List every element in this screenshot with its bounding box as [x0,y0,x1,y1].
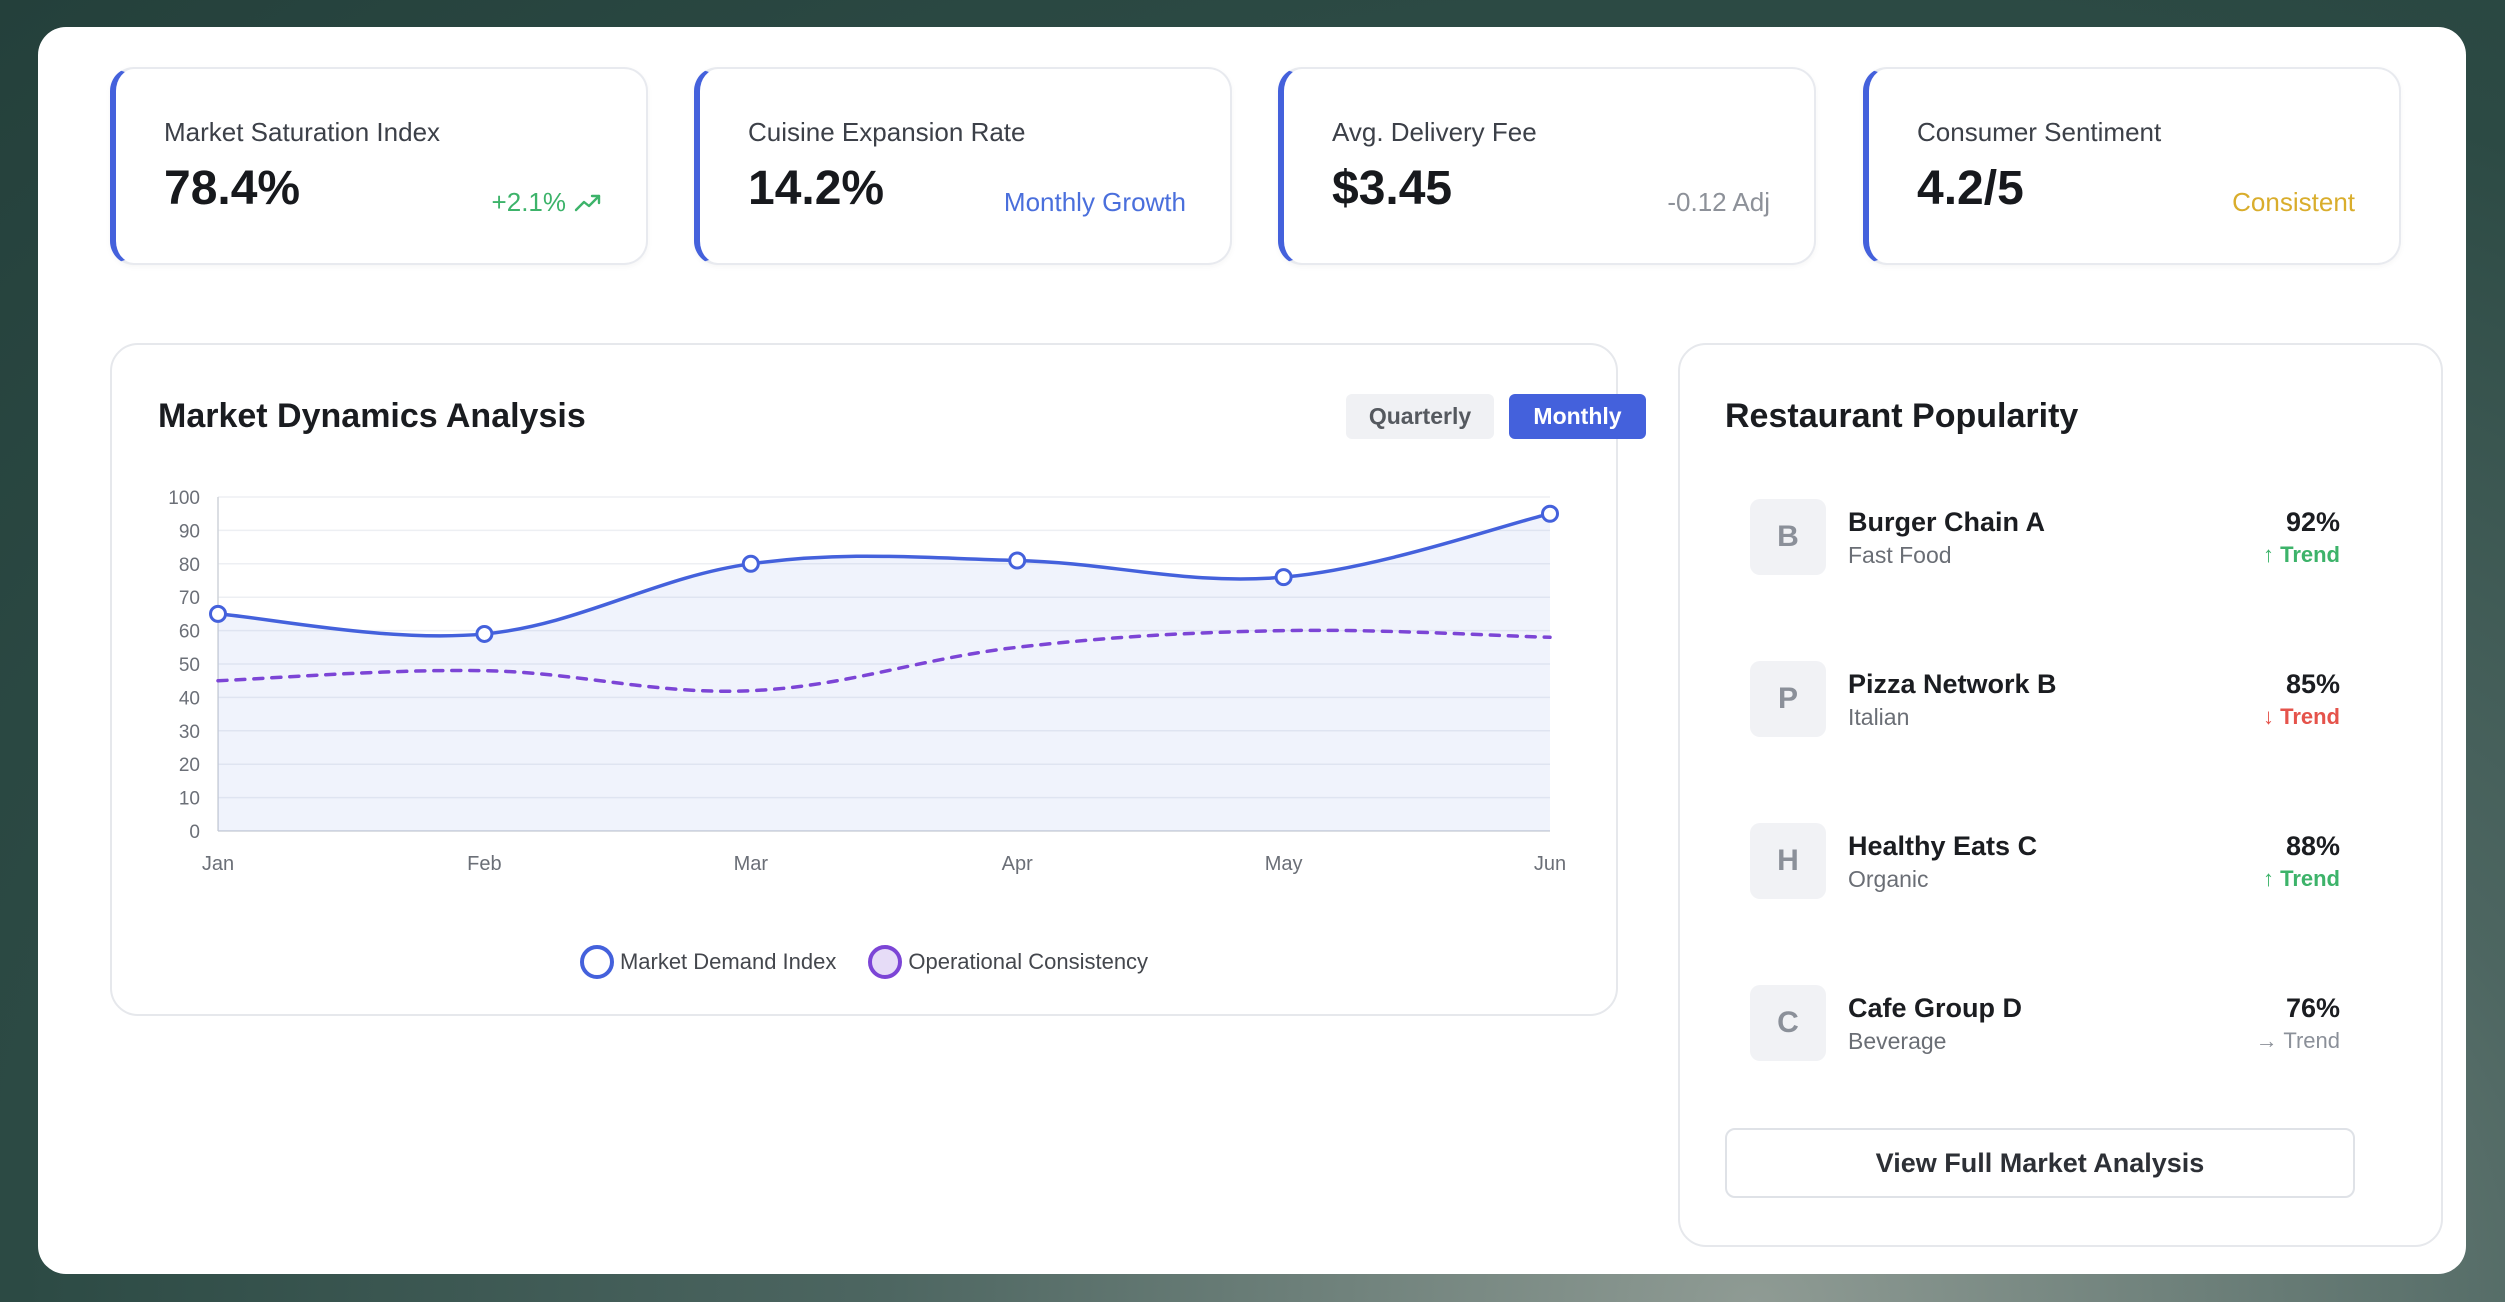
market-dynamics-chart: 0 10 20 30 40 50 60 70 80 90 100 Jan Feb Mar Apr May Jun [168,488,1566,875]
y-tick-label: 100 [168,488,200,509]
list-item[interactable]: B Burger Chain A Fast Food 92% ↑ Trend [1750,499,2340,579]
dashboard-panel: Market Saturation Index 78.4% +2.1% Cuis… [38,27,2466,1274]
x-tick-label: Apr [1002,853,1033,875]
series-line-0 [216,511,1552,638]
y-tick-label: 50 [179,655,200,676]
data-point [741,554,760,573]
kpi-value: 4.2/5 [1917,162,2024,215]
y-tick-label: 0 [189,822,200,843]
market-dynamics-card: Market Dynamics Analysis Quarterly Month… [110,343,1646,1016]
legend-item-market-demand[interactable]: Market Demand Index [579,945,837,979]
y-tick-label: 80 [179,555,200,576]
data-point [209,604,227,623]
data-point [1274,568,1293,587]
chart-legend: Market Demand Index Operational Consiste… [112,945,1616,979]
y-tick-label: 70 [179,588,200,609]
kpi-change-text: +2.1% [491,187,566,217]
legend-label: Operational Consistency [908,949,1149,974]
restaurant-percent: 76% [2285,993,2340,1023]
quarterly-toggle[interactable]: Quarterly [1346,394,1494,439]
trend-up-icon [574,194,601,211]
restaurant-name: Healthy Eats C [1848,831,2038,861]
legend-item-operational-consistency[interactable]: Operational Consistency [868,945,1148,979]
list-item[interactable]: P Pizza Network B Italian 85% ↓ Trend [1750,661,2340,741]
kpi-note: Consistent [2232,187,2355,217]
restaurant-name: Cafe Group D [1848,993,2023,1023]
data-point [475,624,494,643]
avatar: C [1750,985,1826,1061]
trend-indicator: ↑ Trend [2262,542,2340,567]
kpi-note: -0.12 Adj [1667,187,1770,217]
restaurant-category: Italian [1848,704,1910,730]
x-tick-label: Jun [1534,853,1566,875]
legend-swatch [579,945,614,979]
kpi-change: +2.1% [492,187,602,218]
x-tick-label: Jan [202,853,234,875]
y-tick-label: 60 [179,622,200,643]
avatar: B [1750,499,1826,575]
list-item[interactable]: H Healthy Eats C Organic 88% ↑ Trend [1750,823,2340,903]
kpi-label: Consumer Sentiment [1917,117,2162,147]
trend-indicator: ↑ Trend [2262,866,2340,891]
chart-card-title: Market Dynamics Analysis [158,397,586,435]
kpi-note: Monthly Growth [1003,187,1186,217]
monthly-toggle[interactable]: Monthly [1509,394,1646,439]
x-tick-label: Feb [467,853,501,875]
x-tick-label: May [1265,853,1303,875]
y-tick-label: 20 [179,755,200,776]
popularity-title: Restaurant Popularity [1725,397,2079,435]
y-tick-label: 30 [179,722,200,743]
kpi-label: Market Saturation Index [164,117,441,147]
restaurant-category: Fast Food [1848,542,1952,568]
restaurant-name: Burger Chain A [1848,507,2046,537]
trend-indicator: → Trend [2255,1028,2340,1053]
kpi-card-cuisine-expansion: Cuisine Expansion Rate 14.2% Monthly Gro… [694,67,1232,265]
legend-label: Market Demand Index [619,949,837,974]
restaurant-name: Pizza Network B [1848,669,2057,699]
data-point [1008,551,1027,570]
restaurant-popularity-card: Restaurant Popularity B Burger Chain A F… [1678,343,2443,1247]
restaurant-percent: 85% [2285,669,2340,699]
avatar: H [1750,823,1826,899]
kpi-card-consumer-sentiment: Consumer Sentiment 4.2/5 Consistent [1863,67,2401,265]
kpi-value: 14.2% [748,162,885,215]
restaurant-category: Beverage [1848,1028,1947,1054]
legend-swatch [868,945,903,979]
kpi-value: 78.4% [164,162,301,215]
y-tick-label: 40 [179,688,200,709]
kpi-value: $3.45 [1332,162,1453,215]
y-tick-label: 10 [179,789,200,810]
trend-indicator: ↓ Trend [2262,704,2340,729]
restaurant-percent: 88% [2285,831,2340,861]
y-tick-label: 90 [179,521,200,542]
x-tick-label: Mar [734,853,769,875]
kpi-card-delivery-fee: Avg. Delivery Fee $3.45 -0.12 Adj [1278,67,1816,265]
kpi-label: Cuisine Expansion Rate [748,117,1026,147]
avatar: P [1750,661,1826,737]
restaurant-category: Organic [1848,866,1929,892]
list-item[interactable]: C Cafe Group D Beverage 76% → Trend [1750,985,2340,1065]
kpi-card-market-saturation: Market Saturation Index 78.4% +2.1% [110,67,648,265]
restaurant-percent: 92% [2285,507,2340,537]
view-full-analysis-button[interactable]: View Full Market Analysis [1725,1128,2355,1198]
series-line-1 [216,628,1552,693]
kpi-label: Avg. Delivery Fee [1332,117,1537,147]
data-point [1541,504,1559,523]
